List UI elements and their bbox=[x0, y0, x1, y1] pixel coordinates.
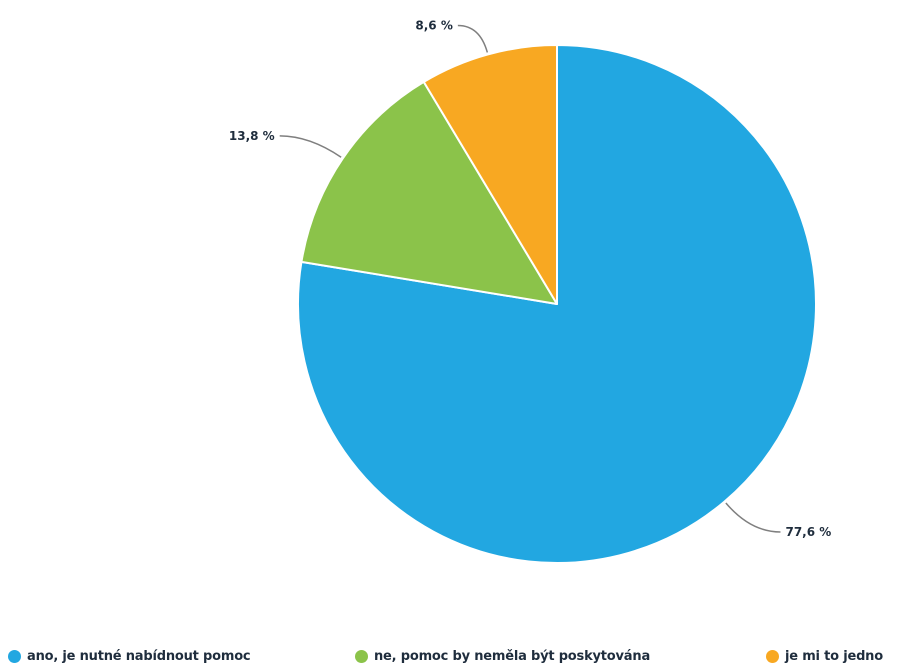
data-labels: 77,6 % 13,8 % 8,6 % bbox=[229, 18, 831, 538]
legend-swatch-2 bbox=[766, 649, 779, 663]
leader-line-2 bbox=[457, 24, 489, 53]
data-label-1: 13,8 % bbox=[229, 129, 275, 143]
leader-line-1 bbox=[279, 135, 342, 158]
legend-swatch-0 bbox=[8, 649, 21, 663]
legend-item-0[interactable]: ano, je nutné nabídnout pomoc bbox=[8, 645, 251, 667]
pie-slice-0[interactable] bbox=[297, 44, 817, 564]
legend-swatch-1 bbox=[355, 649, 368, 663]
data-label-0: 77,6 % bbox=[785, 525, 831, 539]
legend-item-1[interactable]: ne, pomoc by neměla být poskytována bbox=[355, 645, 650, 667]
pie-slice-2[interactable] bbox=[422, 44, 558, 305]
data-label-2: 8,6 % bbox=[415, 18, 452, 32]
leader-lines bbox=[279, 24, 781, 533]
legend-label-2: je mi to jedno bbox=[785, 648, 883, 664]
legend-label-0: ano, je nutné nabídnout pomoc bbox=[27, 648, 251, 664]
legend-label-1: ne, pomoc by neměla být poskytována bbox=[374, 648, 651, 664]
leader-line-0 bbox=[725, 502, 781, 533]
legend-item-2[interactable]: je mi to jedno bbox=[766, 645, 883, 667]
pie-slice-1[interactable] bbox=[300, 80, 558, 305]
legend: ano, je nutné nabídnout pomoc ne, pomoc … bbox=[0, 645, 913, 667]
pie-slices bbox=[297, 44, 817, 564]
